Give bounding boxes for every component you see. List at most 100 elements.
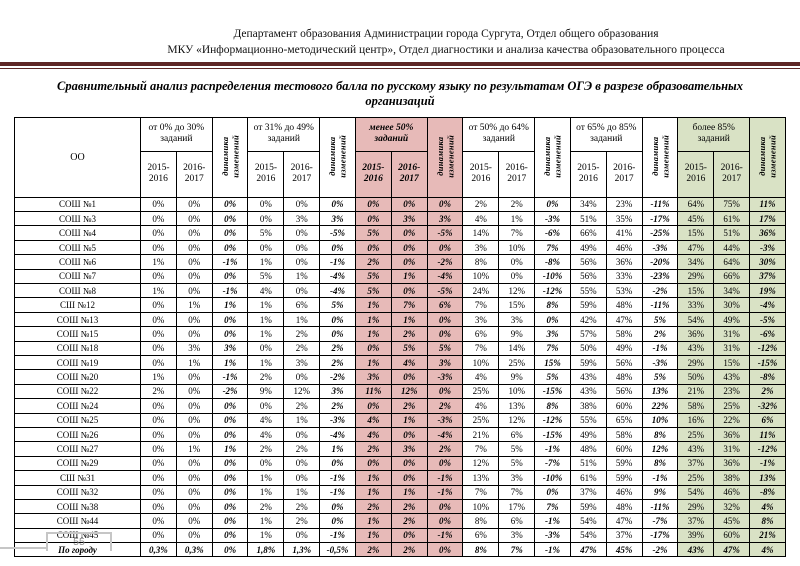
cell: 4% xyxy=(247,426,285,443)
report-title: Сравнительный анализ распределения тесто… xyxy=(40,79,760,110)
cell: 13% xyxy=(498,398,536,414)
cell: 2% xyxy=(749,383,786,400)
cell: 49% xyxy=(713,311,751,328)
table-row: СШ №12 0% 1% 1% 1% 6% 5% 1% 7% 6% 7% 15% 8% 59% 48% -11… xyxy=(14,297,786,313)
col-header-dynamics-2: динамика изменений xyxy=(319,116,356,198)
row-label: СОШ №3 xyxy=(14,211,141,227)
cell: 0% xyxy=(390,225,428,241)
cell: -12% xyxy=(534,283,571,299)
year-header: 2015-2016 xyxy=(462,150,500,198)
cell: -8% xyxy=(749,484,786,500)
cell: 0% xyxy=(211,513,249,529)
cell: -12% xyxy=(534,412,571,428)
divider-thick-line xyxy=(0,62,800,66)
dynamics-label: динамика изменений xyxy=(219,134,241,178)
cell: -11% xyxy=(641,297,679,313)
cell: 0,3% xyxy=(175,542,213,558)
cell: 0% xyxy=(534,484,571,500)
cell: 0% xyxy=(426,326,464,342)
cell: -10% xyxy=(534,268,571,285)
table-row: СОШ №4 0% 0% 0% 5% 0% -5% 5% 0% -5% 14% 7% -6% 66% 41%… xyxy=(14,225,786,241)
cell: 0% xyxy=(175,326,213,342)
table-row: СОШ №29 0% 0% 0% 0% 0% 0% 0% 0% 0% 12% 5% -7% 51% 59% 8… xyxy=(14,455,786,472)
cell: 43% xyxy=(677,441,715,457)
cell: 0% xyxy=(140,196,177,213)
cell: 0% xyxy=(211,225,249,241)
cell: 0% xyxy=(319,196,356,213)
cell: 56% xyxy=(569,268,607,285)
cell: -4% xyxy=(749,297,786,313)
year-header: 2015-2016 xyxy=(569,150,607,198)
cell: -12% xyxy=(749,340,786,356)
cell: 32% xyxy=(713,498,751,515)
row-label: СОШ №25 xyxy=(14,412,141,428)
cell: 2% xyxy=(390,326,428,342)
cell: 57% xyxy=(569,326,607,342)
cell: 7% xyxy=(534,239,571,256)
cell: 10% xyxy=(462,268,500,285)
cell: 1% xyxy=(390,268,428,285)
cell: 0% xyxy=(283,455,321,472)
table-header-groups: ОО от 0% до 30% заданий динамика изменен… xyxy=(14,116,786,198)
cell: 3% xyxy=(319,211,356,227)
cell: -10% xyxy=(534,470,571,486)
cell: 9% xyxy=(498,369,536,385)
cell: 0% xyxy=(283,527,321,544)
row-label: СОШ №19 xyxy=(14,354,141,371)
col-header-dynamics-4: динамика изменений xyxy=(534,116,571,198)
cell: 3% xyxy=(354,369,392,385)
cell: 4% xyxy=(354,426,392,443)
cell: 64% xyxy=(677,196,715,213)
cell: 5% xyxy=(354,283,392,299)
cell: 5% xyxy=(641,311,679,328)
cell: -1% xyxy=(426,527,464,544)
cell: 37% xyxy=(569,484,607,500)
cell: 0% xyxy=(175,426,213,443)
cell: 5% xyxy=(641,369,679,385)
cell: -1% xyxy=(641,340,679,356)
row-label: СОШ №8 xyxy=(14,283,141,299)
cell: 0% xyxy=(247,455,285,472)
header-divider xyxy=(0,62,800,69)
cell: 49% xyxy=(569,426,607,443)
table-row: СОШ №27 0% 1% 1% 2% 2% 1% 2% 3% 2% 7% 5% -1% 48% 60% 12… xyxy=(14,441,786,457)
cell: 5% xyxy=(319,297,356,313)
cell: 2% xyxy=(641,326,679,342)
table-row: СОШ №22 2% 0% -2% 9% 12% 3% 11% 12% 0% 25% 10% -15% 4… xyxy=(14,383,786,400)
cell: 0% xyxy=(283,254,321,270)
cell: 43% xyxy=(677,340,715,356)
page-number-tab: 55 xyxy=(46,532,112,551)
cell: 51% xyxy=(569,211,607,227)
cell: 45% xyxy=(713,513,751,529)
cell: 60% xyxy=(605,398,643,414)
table-row: СОШ №25 0% 0% 0% 4% 1% -3% 4% 1% -3% 25% 12% -12% 55%… xyxy=(14,412,786,428)
cell: 6% xyxy=(462,326,500,342)
cell: 53% xyxy=(605,283,643,299)
cell: 0% xyxy=(211,484,249,500)
cell: 50% xyxy=(677,369,715,385)
cell: 1% xyxy=(354,297,392,313)
cell: 14% xyxy=(498,340,536,356)
cell: 0% xyxy=(426,498,464,515)
cell: 6% xyxy=(749,412,786,428)
cell: 8% xyxy=(749,513,786,529)
cell: 45% xyxy=(605,542,643,558)
cell: 17% xyxy=(749,211,786,227)
cell: 2% xyxy=(247,369,285,385)
cell: 10% xyxy=(498,239,536,256)
cell: 2% xyxy=(283,326,321,342)
cell: 1% xyxy=(390,484,428,500)
group-header-31-49: от 31% до 49% заданий xyxy=(247,116,321,152)
cell: 10% xyxy=(498,383,536,400)
cell: 0% xyxy=(175,254,213,270)
cell: -8% xyxy=(749,369,786,385)
cell: -5% xyxy=(319,225,356,241)
row-label: СОШ №6 xyxy=(14,254,141,270)
cell: -3% xyxy=(534,211,571,227)
cell: -3% xyxy=(426,412,464,428)
cell: 0% xyxy=(319,311,356,328)
cell: 0% xyxy=(390,426,428,443)
cell: 0% xyxy=(140,268,177,285)
cell: 0% xyxy=(140,527,177,544)
year-header: 2015-2016 xyxy=(354,150,392,198)
